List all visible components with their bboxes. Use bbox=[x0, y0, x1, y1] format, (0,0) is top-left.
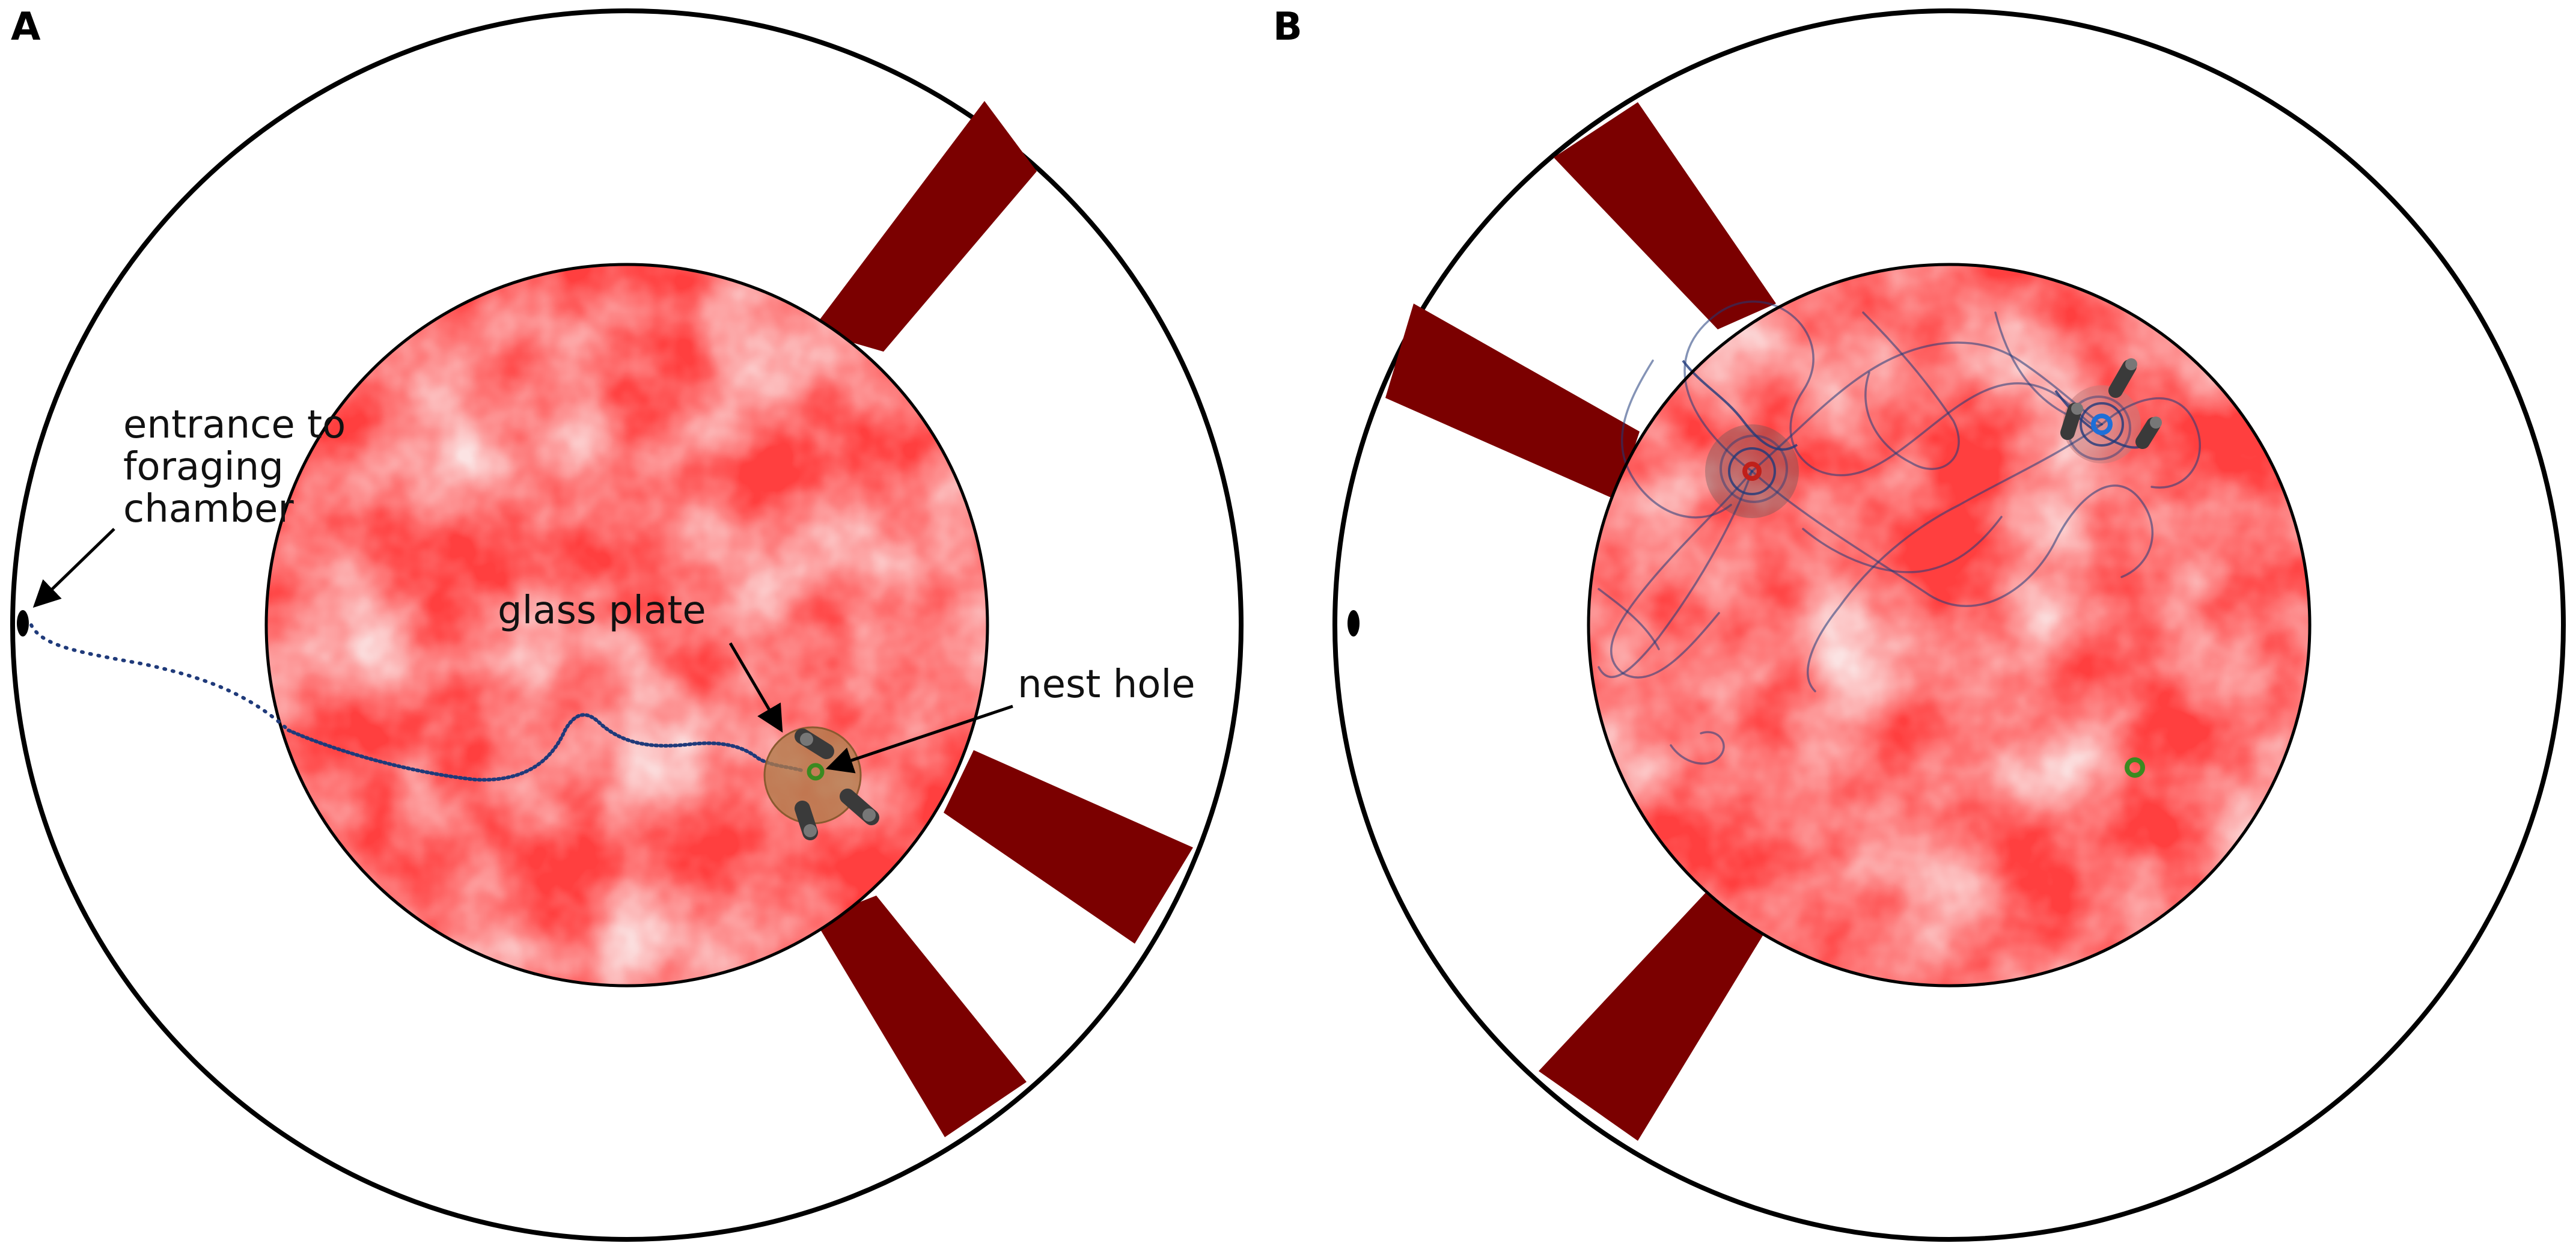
post-icon bbox=[795, 728, 834, 759]
barrier-wedge-a3 bbox=[814, 896, 1027, 1137]
label-entrance-line3: chamber bbox=[123, 487, 294, 531]
label-glass-plate: glass plate bbox=[498, 588, 706, 633]
trajectory-a-outside bbox=[29, 623, 290, 732]
panel-letter-a: A bbox=[11, 5, 41, 49]
barrier-wedge-a1 bbox=[811, 101, 1037, 352]
barrier-wedge-b2 bbox=[1385, 304, 1640, 500]
post-icon bbox=[2060, 403, 2083, 440]
entrance-hole-icon bbox=[1348, 610, 1360, 637]
foraging-floor-b bbox=[1589, 264, 2310, 986]
arrow-icon bbox=[32, 528, 115, 608]
entrance-hole-icon bbox=[17, 610, 29, 637]
feeder-red bbox=[1742, 462, 1762, 481]
foraging-floor-a bbox=[264, 263, 989, 988]
post-icon bbox=[2135, 417, 2162, 449]
trajectory-a-inside bbox=[287, 713, 804, 782]
barrier-wedge-b3 bbox=[1539, 893, 1767, 1141]
panel-b: B bbox=[1273, 5, 2566, 1242]
post-icon bbox=[840, 789, 879, 825]
nest-hole-icon bbox=[2125, 757, 2145, 778]
foraging-floor-b-outline bbox=[1587, 263, 2312, 988]
post-icon bbox=[2108, 358, 2137, 398]
panel-a: A bbox=[10, 5, 1244, 1242]
arrow-icon bbox=[825, 704, 1013, 774]
label-nest-hole: nest hole bbox=[1018, 662, 1195, 707]
barrier-wedge-b1 bbox=[1554, 102, 1776, 329]
barrier-wedge-a2 bbox=[944, 750, 1193, 944]
panel-letter-b: B bbox=[1273, 5, 1302, 49]
label-entrance-line2: foraging bbox=[123, 445, 284, 489]
post-icon bbox=[795, 801, 818, 840]
feeder-blue bbox=[2060, 358, 2162, 449]
label-entrance-line1: entrance to bbox=[123, 403, 346, 447]
nest-hole-icon bbox=[807, 763, 825, 781]
trajectory-b bbox=[1598, 301, 2201, 765]
arrow-icon bbox=[728, 642, 783, 733]
